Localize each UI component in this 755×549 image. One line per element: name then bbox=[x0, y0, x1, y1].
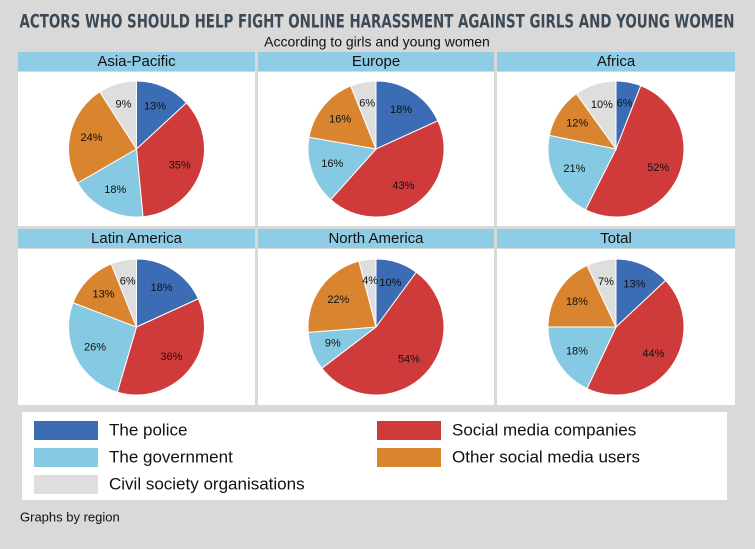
legend-swatch bbox=[34, 475, 98, 494]
title: ACTORS WHO SHOULD HELP FIGHT ONLINE HARA… bbox=[20, 11, 735, 33]
legend-swatch bbox=[34, 448, 98, 467]
slice-label: 36% bbox=[160, 351, 182, 363]
pie-slice bbox=[358, 258, 377, 328]
panel-title: Europe bbox=[352, 53, 400, 70]
pie-slice bbox=[116, 298, 205, 396]
slice-label: 13% bbox=[93, 288, 115, 300]
slice-label: 6% bbox=[359, 98, 375, 110]
slice-label: 21% bbox=[563, 163, 585, 175]
pie-slice bbox=[575, 80, 617, 151]
slice-label: 16% bbox=[329, 114, 351, 126]
panel-header bbox=[18, 229, 255, 248]
legend-label: Civil society organisations bbox=[109, 474, 305, 493]
legend-label: The government bbox=[109, 447, 233, 466]
slice-label: 43% bbox=[392, 180, 414, 192]
pie-slice bbox=[307, 136, 377, 201]
panel-title: Africa bbox=[597, 53, 636, 70]
slice-label: 6% bbox=[617, 97, 633, 109]
slice-label: 18% bbox=[566, 296, 588, 308]
slice-label: 13% bbox=[144, 101, 166, 113]
slice-label: 10% bbox=[591, 99, 613, 111]
slice-label: 22% bbox=[327, 294, 349, 306]
pie-slice bbox=[68, 302, 138, 393]
slice-label: 18% bbox=[566, 346, 588, 358]
legend-label: Other social media users bbox=[452, 447, 640, 466]
slice-label: 4% bbox=[362, 275, 378, 287]
pie-slice bbox=[350, 80, 377, 150]
pie-slice bbox=[308, 85, 377, 150]
panel-title: Total bbox=[600, 230, 632, 247]
pie-slice bbox=[135, 102, 205, 218]
slice-label: 9% bbox=[116, 99, 132, 111]
pie-slice bbox=[547, 326, 617, 390]
pie-slice bbox=[586, 258, 617, 328]
panel-title: North America bbox=[328, 230, 424, 247]
slice-label: 18% bbox=[150, 282, 172, 294]
slice-label: 16% bbox=[321, 158, 343, 170]
legend-label: Social media companies bbox=[452, 420, 636, 439]
pie-slice bbox=[307, 260, 377, 333]
slice-label: 18% bbox=[390, 104, 412, 116]
note: Graphs by region bbox=[20, 509, 120, 524]
legend-box bbox=[22, 412, 727, 500]
pie-slice bbox=[72, 263, 138, 328]
panel-header bbox=[18, 52, 255, 71]
pie-slice bbox=[321, 271, 445, 396]
subtitle: According to girls and young women bbox=[264, 34, 490, 50]
pie-slice bbox=[136, 258, 200, 328]
slice-label: 35% bbox=[169, 159, 191, 171]
slice-label: 12% bbox=[566, 118, 588, 130]
pie-slice bbox=[76, 148, 144, 218]
panel-header bbox=[258, 229, 494, 248]
panel-header bbox=[258, 52, 494, 71]
pie-slice bbox=[375, 80, 439, 150]
pie-slice bbox=[547, 264, 617, 328]
pie-slice bbox=[584, 85, 685, 218]
legend-swatch bbox=[377, 421, 441, 440]
slice-label: 26% bbox=[84, 341, 106, 353]
pie-slice bbox=[110, 258, 137, 328]
slice-label: 6% bbox=[120, 276, 136, 288]
slice-label: 18% bbox=[104, 184, 126, 196]
slice-label: 13% bbox=[623, 278, 645, 290]
slice-label: 52% bbox=[647, 162, 669, 174]
slice-label: 44% bbox=[642, 348, 664, 360]
slice-label: 54% bbox=[398, 353, 420, 365]
panel-title: Asia-Pacific bbox=[97, 53, 176, 70]
pie-slice bbox=[99, 80, 137, 151]
legend-swatch bbox=[34, 421, 98, 440]
pie-slice bbox=[329, 120, 445, 218]
panel-title: Latin America bbox=[91, 230, 183, 247]
slice-label: 24% bbox=[81, 132, 103, 144]
legend-swatch bbox=[377, 448, 441, 467]
pie-slice bbox=[136, 80, 188, 151]
slice-label: 10% bbox=[379, 277, 401, 289]
legend-label: The police bbox=[109, 420, 187, 439]
slice-label: 7% bbox=[598, 276, 614, 288]
pie-slice bbox=[547, 134, 617, 211]
panel-header bbox=[497, 52, 735, 71]
slice-label: 9% bbox=[325, 337, 341, 349]
pie-slice bbox=[68, 91, 138, 184]
pie-slice bbox=[615, 258, 667, 329]
panel-header bbox=[497, 229, 735, 248]
pie-slice bbox=[586, 279, 685, 396]
